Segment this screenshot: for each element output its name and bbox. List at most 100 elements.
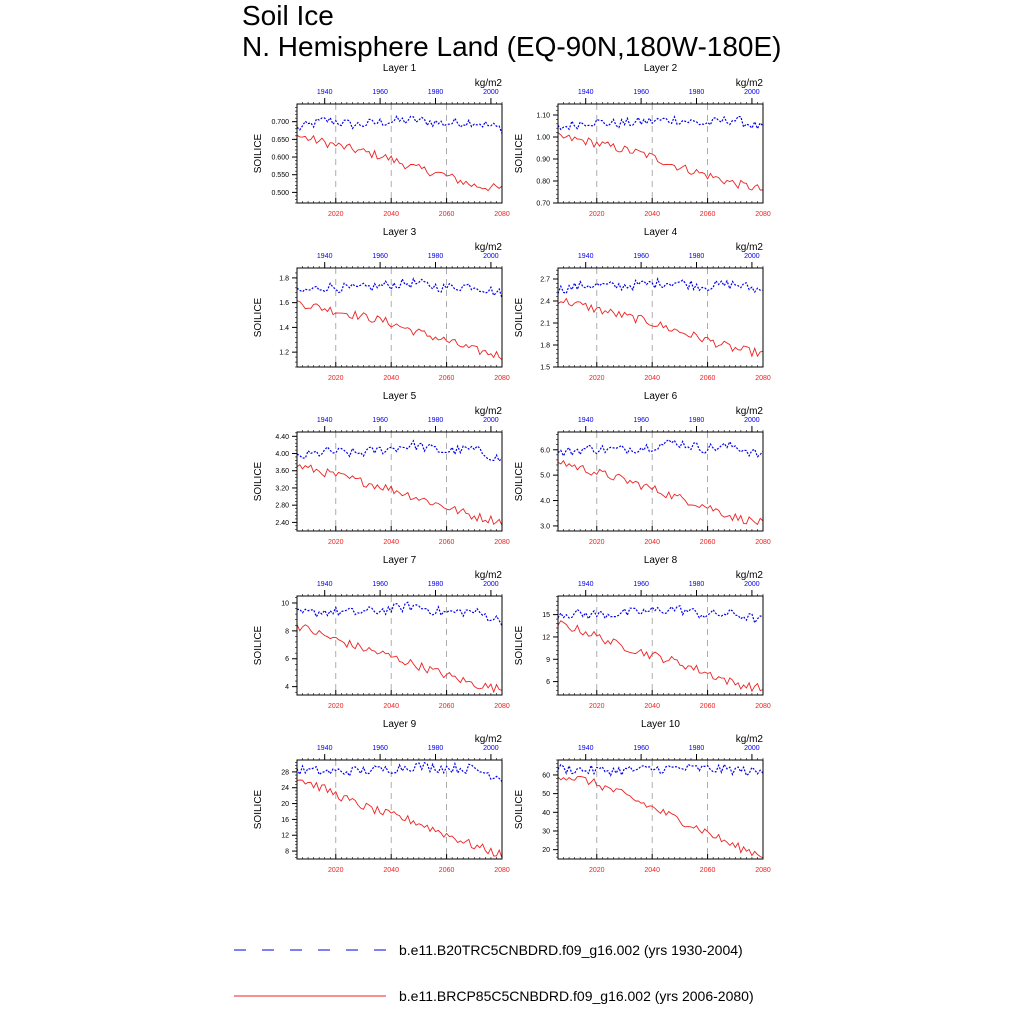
layer7-ytick-label: 10 [281, 600, 289, 607]
layer6-ytick-label: 6.0 [540, 447, 550, 454]
layer2-units-label: kg/m2 [736, 78, 764, 89]
layer4-xtick-top-label: 1940 [578, 253, 594, 260]
layer4-ytick-label: 2.1 [540, 321, 550, 328]
layer8-series-historical [557, 605, 764, 625]
layer9-xtick-top-label: 1960 [372, 745, 388, 752]
layer1-series-future [296, 134, 503, 192]
layer4-units-label: kg/m2 [736, 242, 764, 253]
layer9-xtick-bottom-label: 2020 [328, 867, 344, 874]
layer4-ytick-label: 2.7 [540, 277, 550, 284]
layer3-units-label: kg/m2 [475, 242, 503, 253]
layer6-xtick-top-label: 1980 [689, 417, 705, 424]
layer4-xtick-bottom-label: 2020 [589, 375, 605, 382]
layer1-xtick-bottom-label: 2040 [383, 211, 399, 218]
layer6-ytick-label: 3.0 [540, 523, 550, 530]
layer5-ytick-label: 2.40 [275, 520, 289, 527]
layer3-xtick-bottom-label: 2060 [439, 375, 455, 382]
layer9-ytick-label: 12 [281, 833, 289, 840]
layer10-title: Layer 10 [641, 719, 680, 730]
layer9-xtick-top-label: 1940 [317, 745, 333, 752]
layer1-xtick-top-label: 1980 [428, 89, 444, 96]
layer8-xtick-bottom-label: 2080 [755, 703, 771, 710]
layer4-ytick-label: 1.5 [540, 365, 550, 372]
layer10-ytick-label: 20 [542, 847, 550, 854]
layer8-xtick-top-label: 1980 [689, 581, 705, 588]
layer6-xtick-bottom-label: 2020 [589, 539, 605, 546]
layer5-xtick-top-label: 1980 [428, 417, 444, 424]
layer5-ylabel: SOILICE [253, 461, 264, 501]
layer7-series-historical [296, 601, 503, 627]
layer4-plot-frame [557, 267, 764, 368]
legend-label-future: b.e11.BRCP85C5CNBDRD.f09_g16.002 (yrs 20… [399, 988, 754, 1004]
layer8-ytick-label: 15 [542, 612, 550, 619]
layer10-ytick-label: 60 [542, 772, 550, 779]
layer2-xtick-bottom-label: 2060 [700, 211, 716, 218]
layer5-xtick-top-label: 1960 [372, 417, 388, 424]
layer5-xtick-bottom-label: 2080 [494, 539, 510, 546]
layer2-ytick-label: 0.80 [536, 179, 550, 186]
layer7-ytick-label: 4 [285, 684, 289, 691]
layer7-xtick-bottom-label: 2020 [328, 703, 344, 710]
legend-label-historical: b.e11.B20TRC5CNBDRD.f09_g16.002 (yrs 193… [399, 942, 743, 958]
layer5-title: Layer 5 [383, 391, 417, 402]
layer4-xtick-bottom-label: 2040 [644, 375, 660, 382]
layer5-units-label: kg/m2 [475, 406, 503, 417]
layer9-title: Layer 9 [383, 719, 417, 730]
layer10-xtick-bottom-label: 2040 [644, 867, 660, 874]
layer3-xtick-bottom-label: 2020 [328, 375, 344, 382]
layer10-xtick-bottom-label: 2060 [700, 867, 716, 874]
layer6-xtick-bottom-label: 2060 [700, 539, 716, 546]
layer8-xtick-top-label: 1940 [578, 581, 594, 588]
layer7-xtick-top-label: 2000 [483, 581, 499, 588]
layer2-ytick-label: 1.00 [536, 135, 550, 142]
layer9-ylabel: SOILICE [253, 789, 264, 829]
layer8-ylabel: SOILICE [514, 625, 525, 665]
layer6-xtick-bottom-label: 2080 [755, 539, 771, 546]
layer5-ytick-label: 3.60 [275, 468, 289, 475]
layer1-ytick-label: 0.500 [271, 190, 289, 197]
figure-title: Soil Ice [242, 0, 334, 31]
layer1-title: Layer 1 [383, 63, 417, 74]
layer1-series-historical [296, 115, 503, 134]
layer4-xtick-bottom-label: 2060 [700, 375, 716, 382]
layer10-ytick-label: 40 [542, 810, 550, 817]
layer8-ytick-label: 6 [546, 679, 550, 686]
layer7-series-future [296, 624, 503, 694]
layer2-xtick-top-label: 1960 [633, 89, 649, 96]
layer8-xtick-top-label: 2000 [744, 581, 760, 588]
layer3-xtick-top-label: 2000 [483, 253, 499, 260]
figure-subtitle: N. Hemisphere Land (EQ-90N,180W-180E) [242, 31, 782, 62]
layer7-xtick-bottom-label: 2080 [494, 703, 510, 710]
layer1-xtick-bottom-label: 2020 [328, 211, 344, 218]
layer9-units-label: kg/m2 [475, 734, 503, 745]
layer4-xtick-top-label: 1980 [689, 253, 705, 260]
layer8-xtick-bottom-label: 2020 [589, 703, 605, 710]
layer9-xtick-top-label: 1980 [428, 745, 444, 752]
layer10-xtick-bottom-label: 2080 [755, 867, 771, 874]
layer9-ytick-label: 20 [281, 801, 289, 808]
layer3-xtick-top-label: 1980 [428, 253, 444, 260]
layer8-xtick-top-label: 1960 [633, 581, 649, 588]
layer7-units-label: kg/m2 [475, 570, 503, 581]
layer3-ylabel: SOILICE [253, 297, 264, 337]
layer1-xtick-top-label: 2000 [483, 89, 499, 96]
layer6-title: Layer 6 [644, 391, 678, 402]
layer10-xtick-top-label: 1980 [689, 745, 705, 752]
layer5-ytick-label: 3.20 [275, 485, 289, 492]
layer5-ytick-label: 4.40 [275, 434, 289, 441]
layer2-xtick-bottom-label: 2040 [644, 211, 660, 218]
layer3-ytick-label: 1.4 [279, 325, 289, 332]
layer3-ytick-label: 1.6 [279, 300, 289, 307]
layer3-series-historical [296, 277, 503, 299]
layer1-ytick-label: 0.700 [271, 119, 289, 126]
layer7-xtick-top-label: 1940 [317, 581, 333, 588]
layer2-ytick-label: 1.10 [536, 113, 550, 120]
layer1-ytick-label: 0.550 [271, 172, 289, 179]
layer7-xtick-top-label: 1960 [372, 581, 388, 588]
layer8-ytick-label: 12 [542, 634, 550, 641]
layer9-xtick-bottom-label: 2060 [439, 867, 455, 874]
layer2-series-historical [557, 115, 764, 131]
layer2-ytick-label: 0.90 [536, 157, 550, 164]
layer6-ytick-label: 5.0 [540, 473, 550, 480]
layer3-xtick-bottom-label: 2080 [494, 375, 510, 382]
